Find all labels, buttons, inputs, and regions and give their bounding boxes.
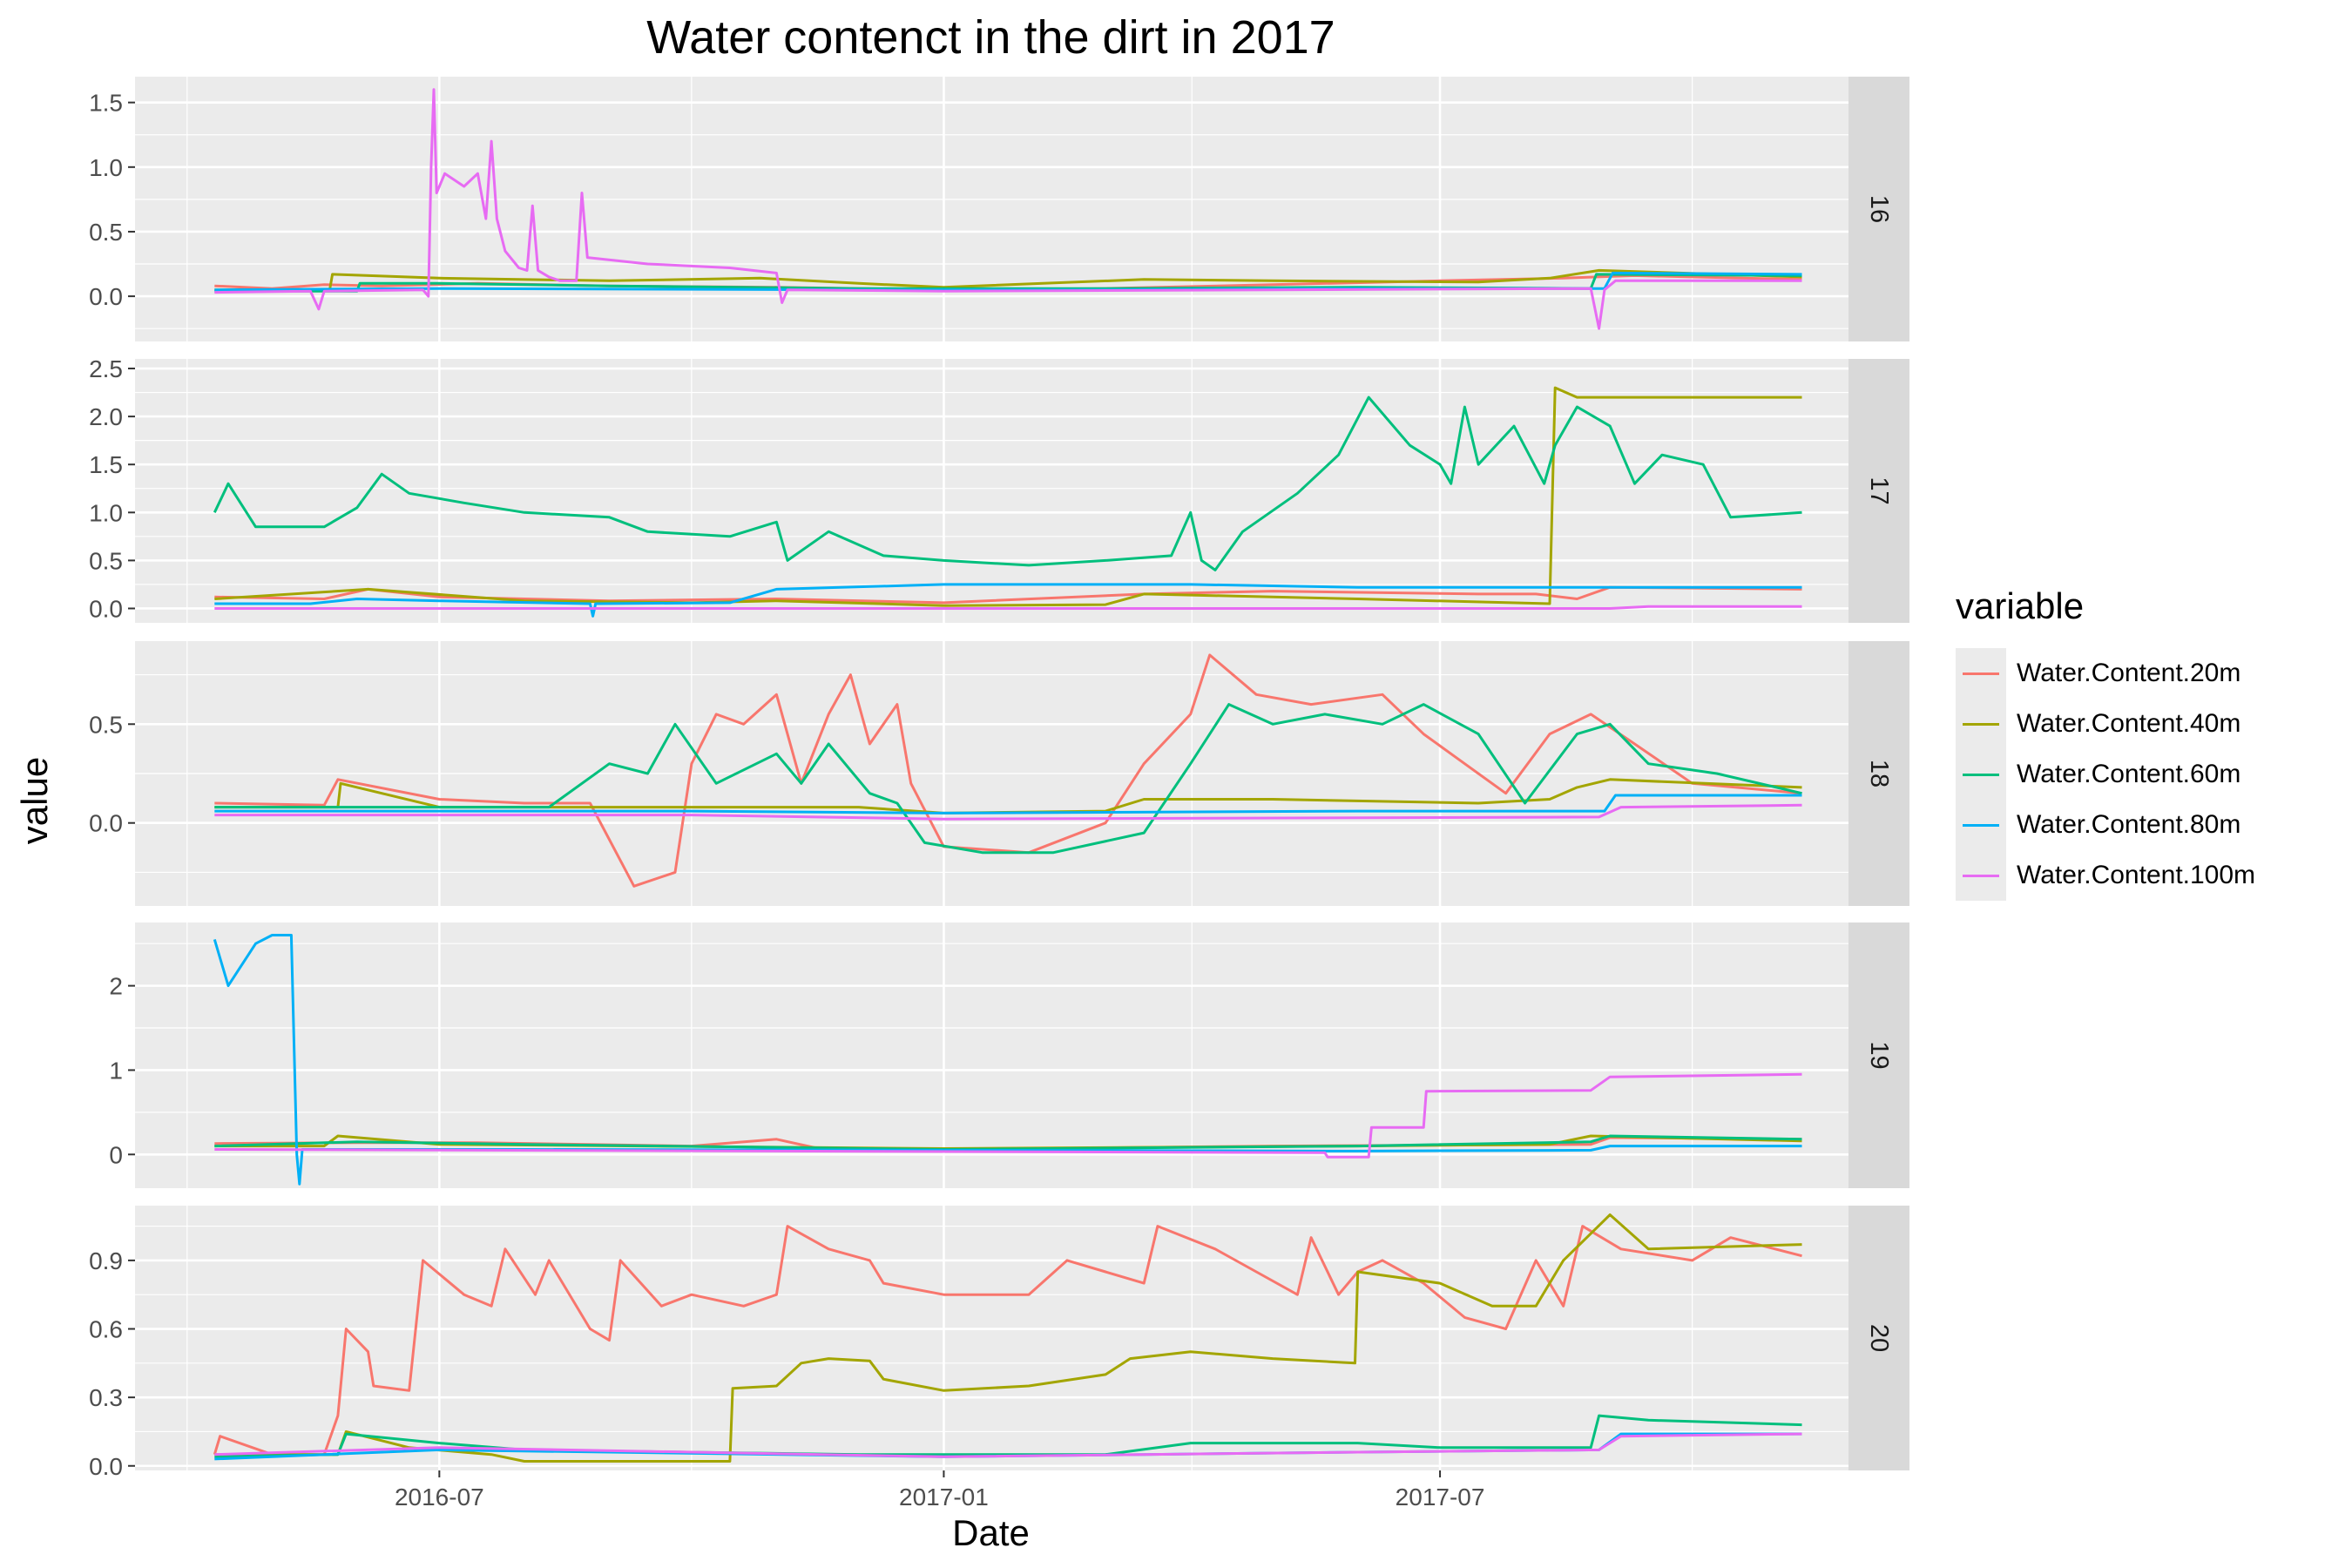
y-tick-label: 0.0 bbox=[89, 283, 123, 310]
y-tick-label: 2 bbox=[109, 973, 123, 1000]
series-line-80m bbox=[213, 934, 1802, 1186]
panel-background bbox=[135, 359, 1848, 623]
facet-strip bbox=[1848, 359, 1909, 623]
legend-key-80m bbox=[1956, 800, 2006, 850]
legend: variable Water.Content.20m Water.Content… bbox=[1956, 585, 2255, 901]
series-line-20m bbox=[214, 653, 1802, 888]
facet-panel-18: 0.0 0.5 18 bbox=[89, 641, 1909, 906]
facet-strip bbox=[1848, 923, 1909, 1188]
series-line-60m bbox=[213, 395, 1802, 571]
y-tick-label: 2.5 bbox=[89, 355, 123, 382]
legend-title: variable bbox=[1956, 585, 2085, 626]
facet-panel-17: 0.0 0.5 1.0 1.5 2.0 2.5 17 bbox=[89, 355, 1909, 623]
y-tick-label: 1.5 bbox=[89, 90, 123, 117]
facet-strip-label: 16 bbox=[1865, 195, 1893, 223]
legend-item-80m: Water.Content.80m bbox=[1956, 800, 2255, 850]
series-line-100m bbox=[214, 605, 1802, 610]
series-line-100m bbox=[214, 1072, 1802, 1159]
y-axis-title: value bbox=[14, 756, 55, 845]
y-tick-label: 0.0 bbox=[89, 1453, 123, 1480]
y-tick-label: 1.5 bbox=[89, 451, 123, 478]
facet-strip bbox=[1848, 641, 1909, 906]
legend-swatch-60m bbox=[1963, 774, 1999, 776]
series-line-60m bbox=[214, 1414, 1802, 1458]
legend-label-40m: Water.Content.40m bbox=[2017, 709, 2241, 738]
legend-key-40m bbox=[1956, 699, 2006, 749]
facet-strip-label: 18 bbox=[1865, 760, 1893, 787]
series-line-40m bbox=[214, 1213, 1802, 1463]
panel-background bbox=[135, 77, 1848, 341]
series-line-80m bbox=[214, 794, 1802, 814]
series-line-100m bbox=[214, 803, 1802, 821]
y-tick-label: 0.5 bbox=[89, 711, 123, 738]
legend-label-60m: Water.Content.60m bbox=[2017, 760, 2241, 788]
legend-key-100m bbox=[1956, 850, 2006, 901]
legend-item-40m: Water.Content.40m bbox=[1956, 699, 2255, 749]
y-tick-label: 0.3 bbox=[89, 1384, 123, 1411]
legend-key-20m bbox=[1956, 648, 2006, 699]
legend-swatch-40m bbox=[1963, 723, 1999, 726]
series-line-60m bbox=[214, 703, 1802, 855]
legend-item-60m: Water.Content.60m bbox=[1956, 749, 2255, 800]
y-tick-label: 2.0 bbox=[89, 403, 123, 430]
facet-strip-label: 20 bbox=[1865, 1324, 1893, 1352]
chart-title: Water contenct in the dirt in 2017 bbox=[646, 11, 1335, 64]
y-tick-label: 0.5 bbox=[89, 547, 123, 574]
legend-label-20m: Water.Content.20m bbox=[2017, 659, 2241, 687]
series-line-80m bbox=[214, 583, 1802, 618]
series-line-100m bbox=[214, 88, 1802, 330]
legend-item-20m: Water.Content.20m bbox=[1956, 648, 2255, 699]
series-line-40m bbox=[214, 268, 1802, 292]
y-tick-label: 1 bbox=[109, 1057, 123, 1084]
x-axis-title: Date bbox=[952, 1512, 1030, 1553]
legend-key-60m bbox=[1956, 749, 2006, 800]
y-tick-label: 1.0 bbox=[89, 154, 123, 181]
y-tick-label: 1.0 bbox=[89, 499, 123, 526]
legend-label-80m: Water.Content.80m bbox=[2017, 810, 2241, 839]
panel-background bbox=[135, 1206, 1848, 1470]
y-tick-label: 0.0 bbox=[89, 810, 123, 837]
x-tick-label: 2017-07 bbox=[1396, 1484, 1485, 1511]
y-tick-label: 0.6 bbox=[89, 1316, 123, 1343]
series-line-100m bbox=[214, 1432, 1802, 1458]
legend-label-100m: Water.Content.100m bbox=[2017, 861, 2256, 889]
legend-swatch-20m bbox=[1963, 672, 1999, 675]
facet-panel-20: 0.0 0.3 0.6 0.9 20 2016-07 2017-01 2017-07 bbox=[89, 1206, 1909, 1511]
facet-strip bbox=[1848, 1206, 1909, 1470]
x-tick-label: 2017-01 bbox=[899, 1484, 989, 1511]
series-line-60m bbox=[214, 1134, 1802, 1151]
series-line-40m bbox=[214, 386, 1802, 607]
y-tick-label: 0.9 bbox=[89, 1247, 123, 1274]
facet-strip-label: 19 bbox=[1865, 1041, 1893, 1069]
series-line-20m bbox=[213, 1225, 1802, 1456]
y-tick-label: 0.0 bbox=[89, 595, 123, 622]
y-tick-label: 0.5 bbox=[89, 219, 123, 246]
facet-strip bbox=[1848, 77, 1909, 341]
facet-panel-19: 0 1 2 19 bbox=[109, 923, 1909, 1188]
x-tick-label: 2016-07 bbox=[395, 1484, 484, 1511]
legend-swatch-80m bbox=[1963, 824, 1999, 827]
legend-swatch-100m bbox=[1963, 875, 1999, 877]
legend-item-100m: Water.Content.100m bbox=[1956, 850, 2255, 901]
facet-panel-16: 0.0 0.5 1.0 1.5 16 bbox=[89, 77, 1909, 341]
y-tick-label: 0 bbox=[109, 1141, 123, 1168]
facet-strip-label: 17 bbox=[1865, 476, 1893, 504]
